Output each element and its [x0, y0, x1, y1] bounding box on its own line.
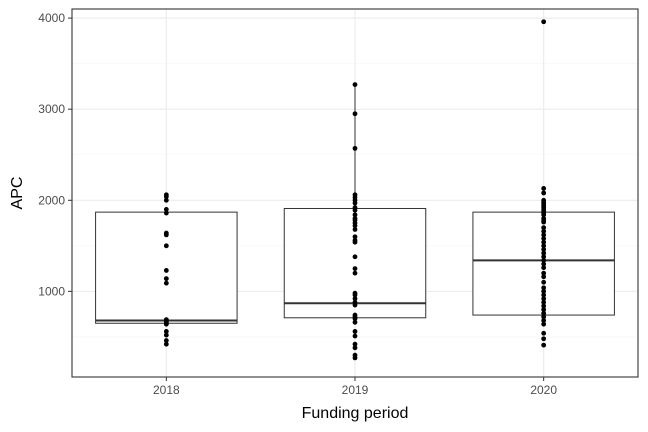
- data-point: [541, 285, 547, 291]
- data-point: [541, 236, 547, 241]
- data-point: [541, 321, 547, 327]
- data-point: [541, 342, 547, 348]
- data-point: [352, 316, 358, 322]
- data-point: [352, 227, 358, 232]
- data-point: [541, 330, 547, 336]
- data-point: [163, 206, 169, 212]
- data-point: [163, 276, 169, 282]
- data-point: [163, 321, 169, 327]
- data-point: [163, 332, 169, 338]
- data-point: [541, 225, 547, 231]
- data-point: [352, 329, 358, 334]
- data-point: [352, 270, 358, 276]
- data-point: [163, 210, 169, 216]
- data-point: [541, 288, 547, 294]
- data-point: [352, 207, 358, 213]
- box-rect: [95, 211, 238, 324]
- data-point: [541, 250, 547, 256]
- data-point: [541, 243, 547, 249]
- data-point: [541, 239, 547, 245]
- data-point: [352, 319, 358, 325]
- data-point: [541, 274, 547, 280]
- x-tick-label: 2019: [342, 383, 369, 397]
- data-point: [163, 197, 169, 203]
- data-point: [163, 268, 169, 273]
- y-tick-label: 3000: [38, 102, 65, 116]
- data-point: [352, 200, 358, 206]
- x-tick-label: 2018: [153, 383, 180, 397]
- data-point: [352, 212, 358, 218]
- data-point: [352, 111, 358, 117]
- data-point: [541, 232, 547, 238]
- box-2018: [95, 211, 238, 324]
- data-point: [541, 19, 547, 25]
- data-point: [541, 303, 547, 309]
- data-point: [352, 341, 358, 347]
- data-point: [352, 333, 358, 339]
- data-points: [163, 19, 547, 361]
- data-point: [541, 270, 547, 276]
- data-point: [163, 194, 169, 200]
- data-point: [541, 318, 547, 323]
- data-point: [352, 266, 358, 272]
- data-point: [541, 228, 547, 234]
- axes: 1000 2000 3000 4000 2018 2019 2020: [38, 11, 557, 397]
- data-point: [541, 254, 547, 260]
- x-axis-title: Funding period: [302, 405, 409, 422]
- x-tick-label: 2020: [530, 383, 557, 397]
- data-point: [541, 296, 547, 302]
- data-point: [541, 314, 547, 320]
- data-point: [541, 261, 547, 267]
- data-point: [352, 239, 358, 245]
- data-point: [352, 145, 358, 151]
- data-point: [541, 186, 547, 191]
- data-point: [541, 265, 547, 271]
- y-tick-label: 1000: [38, 284, 65, 298]
- data-point: [541, 258, 547, 263]
- data-point: [163, 341, 169, 347]
- data-point: [352, 234, 358, 240]
- data-point: [541, 219, 547, 225]
- data-point: [541, 279, 547, 285]
- data-point: [163, 280, 169, 286]
- data-point: [541, 307, 547, 312]
- data-point: [352, 223, 358, 229]
- y-tick-label: 2000: [38, 193, 65, 207]
- data-point: [352, 292, 358, 298]
- data-point: [352, 355, 358, 361]
- data-point: [541, 299, 547, 305]
- data-point: [352, 254, 358, 260]
- data-point: [352, 345, 358, 351]
- data-point: [541, 247, 547, 252]
- data-point: [541, 292, 547, 298]
- data-point: [352, 296, 358, 302]
- data-point: [352, 82, 358, 88]
- data-point: [163, 329, 169, 334]
- data-point: [163, 243, 169, 249]
- data-point: [541, 310, 547, 316]
- data-point: [163, 338, 169, 343]
- data-point: [352, 302, 358, 308]
- data-point: [541, 336, 547, 342]
- y-tick-label: 4000: [38, 11, 65, 25]
- data-point: [163, 232, 169, 238]
- y-axis-title: APC: [9, 177, 26, 210]
- data-point: [541, 212, 547, 218]
- data-point: [541, 190, 547, 196]
